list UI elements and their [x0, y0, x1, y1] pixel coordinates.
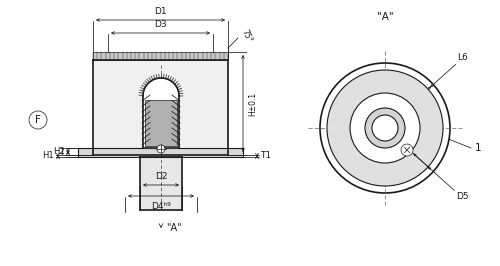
Text: D3: D3 — [154, 20, 167, 29]
Polygon shape — [143, 96, 180, 148]
Text: L6: L6 — [458, 53, 468, 63]
Circle shape — [327, 70, 443, 186]
Circle shape — [157, 145, 165, 153]
Circle shape — [320, 63, 450, 193]
Text: H2: H2 — [54, 147, 65, 156]
Text: "A": "A" — [166, 223, 182, 233]
Polygon shape — [143, 78, 179, 148]
Bar — [93, 60, 228, 155]
Circle shape — [401, 144, 413, 156]
Bar — [78, 148, 243, 157]
Text: 1: 1 — [475, 143, 482, 153]
Bar — [145, 100, 177, 146]
Text: D2: D2 — [155, 172, 167, 181]
Text: H±0.1: H±0.1 — [248, 92, 257, 115]
Text: "A": "A" — [376, 12, 394, 22]
Circle shape — [29, 111, 47, 129]
Circle shape — [365, 108, 405, 148]
Text: H1: H1 — [42, 152, 54, 160]
Text: D4ʰ⁹: D4ʰ⁹ — [151, 202, 171, 211]
Text: D5: D5 — [456, 192, 468, 201]
Bar — [93, 52, 228, 60]
Bar — [140, 157, 182, 210]
Text: F: F — [35, 115, 41, 125]
Text: 75°: 75° — [240, 28, 254, 44]
Circle shape — [350, 93, 420, 163]
Circle shape — [372, 115, 398, 141]
Text: D1: D1 — [154, 7, 167, 16]
Text: T: T — [58, 148, 64, 157]
Text: T1: T1 — [260, 152, 271, 160]
